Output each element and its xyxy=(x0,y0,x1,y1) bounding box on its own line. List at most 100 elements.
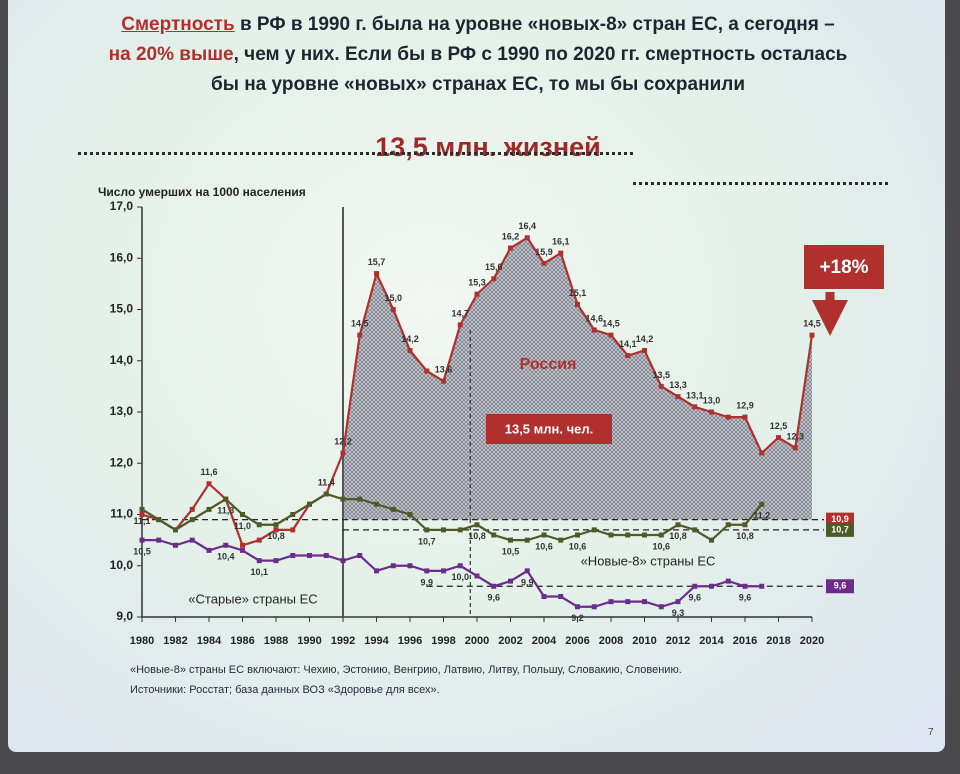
point xyxy=(591,527,597,533)
data-label: 10,4 xyxy=(217,552,235,562)
point xyxy=(206,506,212,512)
point xyxy=(340,450,346,456)
point xyxy=(457,322,463,328)
series-line xyxy=(141,492,763,542)
point xyxy=(625,532,631,538)
point xyxy=(189,517,195,523)
callout-text: +18% xyxy=(819,257,868,278)
point xyxy=(792,445,798,451)
title-line: на 20% выше, чем у них. Если бы в РФ с 1… xyxy=(28,40,928,70)
point xyxy=(541,532,547,538)
point xyxy=(642,532,647,538)
title-line: Смертность в РФ в 1990 г. была на уровне… xyxy=(28,10,928,40)
point xyxy=(575,301,580,307)
title-run: в РФ в 1990 г. была на уровне «новых-8» … xyxy=(234,14,835,35)
point xyxy=(524,235,530,241)
point xyxy=(474,522,480,528)
point xyxy=(256,537,262,543)
title-run: на 20% выше xyxy=(108,44,234,65)
x-tick-label: 1984 xyxy=(197,635,222,647)
x-tick-label: 2008 xyxy=(599,635,623,647)
point xyxy=(541,260,547,266)
data-label: 12,2 xyxy=(334,436,352,446)
data-label: 16,4 xyxy=(518,221,536,231)
point xyxy=(759,450,765,456)
point xyxy=(240,547,245,553)
point xyxy=(692,527,698,533)
point xyxy=(424,368,430,374)
x-tick-label: 2018 xyxy=(766,635,790,647)
divider xyxy=(633,182,888,185)
point xyxy=(374,568,379,574)
data-label: 13,5 xyxy=(652,370,670,380)
x-tick-label: 2006 xyxy=(565,635,589,647)
point xyxy=(591,604,597,610)
end-value-label: 10,9 xyxy=(831,514,849,524)
x-tick-label: 2010 xyxy=(632,635,656,647)
end-value-box xyxy=(826,579,854,594)
point xyxy=(608,599,614,605)
x-tick-label: 1994 xyxy=(364,635,389,647)
y-tick-label: 10,0 xyxy=(110,558,134,572)
data-label: 11,4 xyxy=(318,477,335,487)
point xyxy=(591,327,597,333)
data-label: 10,5 xyxy=(133,547,151,557)
point xyxy=(139,506,145,512)
point xyxy=(742,414,748,420)
point xyxy=(508,245,513,251)
point xyxy=(491,276,497,282)
data-label: 14,5 xyxy=(803,319,821,329)
point xyxy=(407,512,413,517)
data-label: 13,0 xyxy=(703,395,721,405)
end-value-label: 10,7 xyxy=(831,524,849,534)
data-label: 10,8 xyxy=(736,531,754,541)
point xyxy=(407,348,413,353)
x-tick-label: 1990 xyxy=(297,635,321,647)
title: Смертность в РФ в 1990 г. была на уровне… xyxy=(28,10,928,100)
title-run: Смертность xyxy=(121,14,235,35)
point xyxy=(273,527,279,533)
data-label: 14,5 xyxy=(351,319,369,329)
divider xyxy=(78,152,633,155)
end-value-label: 9,6 xyxy=(834,581,847,591)
point xyxy=(206,547,212,553)
data-label: 13,1 xyxy=(686,390,704,400)
y-axis-label: Число умерших на 1000 населения xyxy=(98,185,306,199)
point xyxy=(742,522,748,528)
series-name: Россия xyxy=(520,356,577,373)
point xyxy=(340,558,346,564)
point xyxy=(256,558,262,564)
data-label: 14,6 xyxy=(585,313,603,323)
gap-area xyxy=(343,237,812,520)
slide: Смертность в РФ в 1990 г. была на уровне… xyxy=(8,0,945,752)
y-tick-label: 17,0 xyxy=(110,199,134,213)
y-tick-label: 16,0 xyxy=(110,250,134,264)
data-label: 9,9 xyxy=(521,577,534,587)
point xyxy=(625,353,631,359)
data-label: 15,0 xyxy=(384,293,402,303)
point xyxy=(725,414,731,420)
point xyxy=(156,537,162,543)
footnotes: «Новые-8» страны ЕС включают: Чехию, Эст… xyxy=(130,660,682,700)
series-name: «Новые-8» страны ЕС xyxy=(581,553,716,568)
point xyxy=(173,542,178,548)
point xyxy=(625,599,631,605)
point xyxy=(725,578,731,584)
point xyxy=(742,583,748,589)
end-value-box xyxy=(826,522,854,537)
data-label: 10,5 xyxy=(502,547,520,557)
data-label: 14,2 xyxy=(636,334,654,344)
point xyxy=(357,553,363,558)
callout-box xyxy=(804,245,884,289)
data-label: 16,2 xyxy=(502,231,520,241)
title-line: бы на уровне «новых» странах ЕС, то мы б… xyxy=(28,70,928,100)
point xyxy=(223,496,229,502)
x-tick-label: 2004 xyxy=(532,635,557,647)
point xyxy=(390,506,396,512)
data-label: 14,1 xyxy=(619,339,637,349)
point xyxy=(357,496,363,502)
x-tick-label: 1992 xyxy=(331,635,355,647)
data-label: 9,9 xyxy=(420,577,433,587)
title-run: бы на уровне «новых» странах ЕС, то мы б… xyxy=(210,74,746,95)
point xyxy=(307,553,312,558)
